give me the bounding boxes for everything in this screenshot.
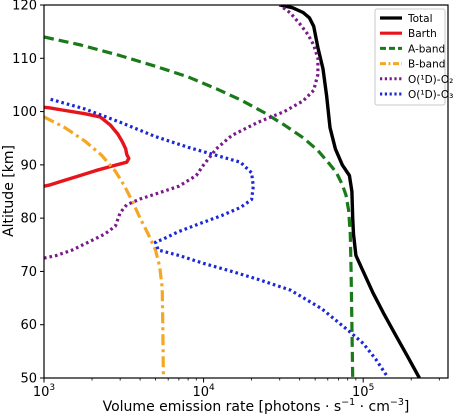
legend-label-a-band: A-band [408, 43, 445, 55]
x-axis-label: Volume emission rate [photons · s−1 · cm… [103, 397, 410, 415]
y-tick-label: 50 [20, 372, 37, 387]
y-tick-label: 90 [20, 158, 37, 173]
y-tick-label: 80 [20, 212, 37, 227]
legend-label-b-band: B-band [408, 59, 445, 71]
y-axis-label: Altitude [km] [1, 145, 17, 237]
legend-entries: Total Barth A-band B-band O(¹D)-O₂ O(¹D)-O₃ [380, 13, 453, 101]
y-tick-label: 70 [20, 265, 37, 280]
series-layer [44, 5, 421, 378]
legend-label-total: Total [407, 13, 433, 25]
legend-label-barth: Barth [408, 28, 437, 40]
legend: Total Barth A-band B-band O(¹D)-O₂ O(¹D)-O₃ [374, 8, 453, 106]
y-tick-label: 110 [12, 52, 37, 67]
y-tick-label: 120 [12, 0, 37, 14]
series-line-5-o-d-o [50, 97, 388, 377]
plot-frame [43, 4, 449, 379]
series-line-1-barth [44, 105, 131, 188]
legend-label-o-d-o: O(¹D)-O₃ [408, 89, 453, 101]
y-tick-label: 100 [12, 105, 37, 120]
x-tick-label: 105 [352, 383, 374, 400]
x-axis-ticks: 103 104 105 [33, 378, 440, 400]
legend-label-o-d-o: O(¹D)-O₂ [408, 74, 453, 86]
series-line-0-total [279, 5, 421, 378]
series-line-4-o-d-o [44, 5, 320, 260]
x-tick-label: 103 [33, 383, 55, 400]
series-line-2-a-band [44, 35, 355, 378]
series-line-3-b-band [44, 115, 165, 378]
y-tick-label: 60 [20, 318, 37, 333]
x-tick-label: 104 [192, 383, 215, 400]
y-axis-ticks: 50 60 70 80 90 100 110 120 [12, 0, 44, 387]
